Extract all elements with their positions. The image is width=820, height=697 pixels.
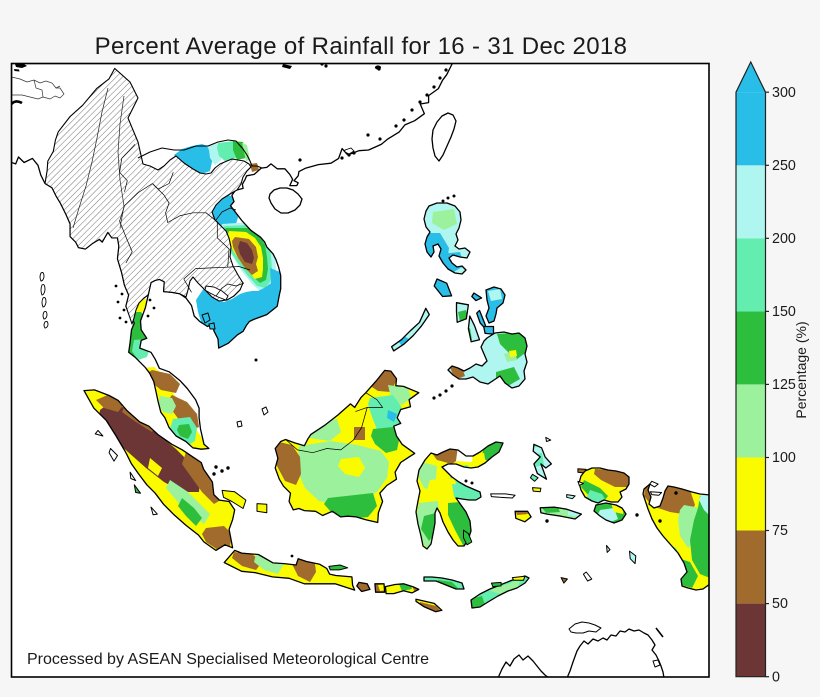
- svg-text:150: 150: [772, 304, 796, 320]
- svg-text:Processed by ASEAN Specialised: Processed by ASEAN Specialised Meteorolo…: [27, 651, 429, 668]
- svg-text:50: 50: [772, 596, 788, 612]
- svg-text:Percentage (%): Percentage (%): [793, 321, 809, 418]
- svg-text:125: 125: [772, 377, 796, 393]
- svg-text:75: 75: [772, 523, 788, 539]
- svg-text:300: 300: [772, 85, 796, 101]
- svg-text:Percent Average of Rainfall fo: Percent Average of Rainfall for 16 - 31 …: [95, 33, 628, 60]
- svg-text:200: 200: [772, 231, 796, 247]
- svg-text:250: 250: [772, 158, 796, 174]
- svg-text:0: 0: [772, 669, 780, 685]
- svg-text:100: 100: [772, 450, 796, 466]
